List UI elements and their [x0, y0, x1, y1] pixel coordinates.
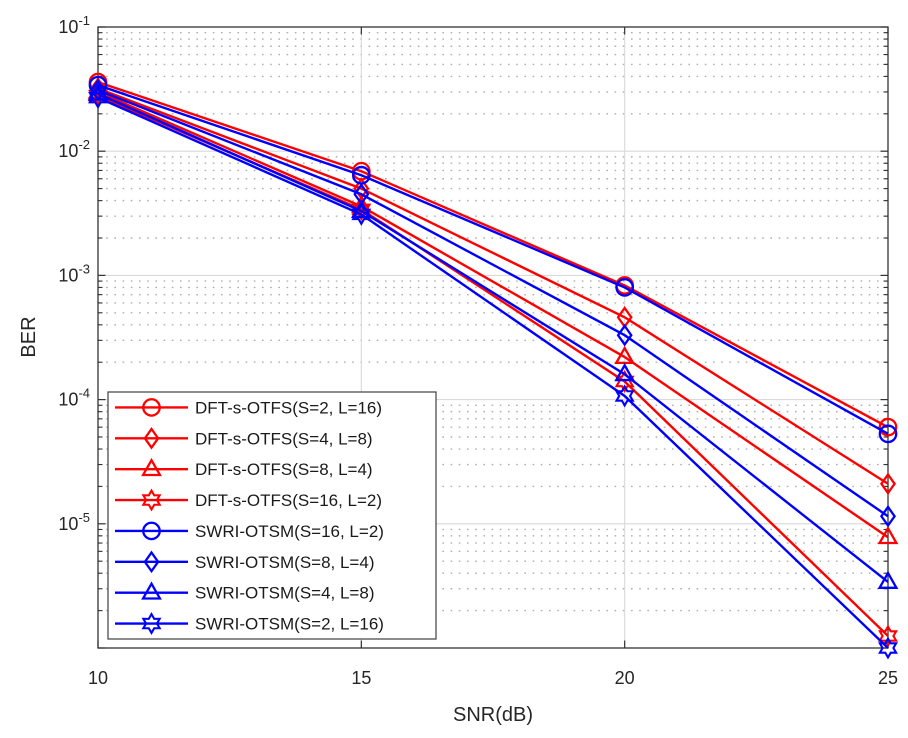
circle-marker	[878, 417, 898, 437]
circle-marker	[88, 75, 108, 95]
x-axis-label: SNR(dB)	[453, 704, 533, 726]
triangle-marker	[877, 525, 899, 545]
series-line	[97, 90, 889, 539]
circle-marker	[615, 278, 635, 297]
triangle-marker	[877, 570, 899, 589]
legend-entry: SWRI-OTSM(S=2, L=16)	[115, 612, 384, 636]
hexagram-marker	[614, 369, 635, 393]
legend-entry: DFT-s-OTFS(S=4, L=8)	[115, 427, 373, 450]
diamond-marker	[879, 504, 897, 528]
series-line	[97, 92, 889, 583]
legend-label: SWRI-OTSM(S=8, L=4)	[195, 553, 374, 572]
diamond-marker	[616, 323, 633, 347]
y-tick-label: 10-1	[58, 13, 90, 37]
legend-label: DFT-s-OTFS(S=4, L=8)	[195, 429, 373, 448]
legend-label: DFT-s-OTFS(S=2, L=16)	[195, 398, 382, 417]
series-layer	[87, 72, 899, 660]
plot-box-layer	[97, 26, 889, 649]
y-tick-label: 10-5	[58, 510, 90, 534]
legend-label: DFT-s-OTFS(S=16, L=2)	[195, 491, 382, 510]
legend-entry: SWRI-OTSM(S=16, L=2)	[115, 521, 384, 541]
legend-label: SWRI-OTSM(S=16, L=2)	[195, 522, 384, 541]
legend-entry: SWRI-OTSM(S=8, L=4)	[115, 550, 374, 574]
tick-label-layer: 10 15 20 25 10-1 10-2 10-3 10-4 10-5	[58, 13, 898, 688]
legend-triangle-marker	[141, 457, 162, 477]
hexagram-marker	[88, 86, 108, 110]
legend-label: SWRI-OTSM(S=4, L=8)	[195, 584, 374, 603]
x-tick-label: 10	[88, 668, 108, 688]
y-tick-label: 10-2	[58, 137, 90, 161]
x-tick-label: 15	[351, 668, 371, 688]
triangle-marker	[614, 362, 636, 382]
series-circle-blue	[88, 75, 898, 444]
diamond-marker	[879, 472, 897, 496]
legend-label: SWRI-OTSM(S=2, L=16)	[195, 615, 384, 634]
legend-label: DFT-s-OTFS(S=8, L=4)	[195, 460, 373, 479]
legend-hexagram-marker	[141, 488, 162, 512]
series-hexagram-blue	[88, 86, 898, 660]
legend-entry: DFT-s-OTFS(S=8, L=4)	[115, 457, 373, 479]
legend-circle-marker	[142, 398, 161, 417]
hexagram-marker	[351, 197, 372, 221]
y-axis-label: BER	[18, 316, 40, 357]
x-tick-label: 20	[615, 668, 635, 688]
series-line	[97, 80, 889, 429]
series-line	[97, 89, 889, 518]
circle-marker	[878, 424, 898, 444]
plot-box	[97, 26, 889, 649]
hexagram-marker	[351, 202, 372, 226]
hexagram-marker	[614, 384, 635, 408]
legend-hexagram-marker	[141, 612, 162, 636]
y-tick-label: 10-3	[58, 261, 90, 285]
triangle-marker	[614, 345, 636, 365]
legend-entry: SWRI-OTSM(S=4, L=8)	[115, 581, 374, 603]
legend-triangle-marker	[141, 581, 162, 600]
series-line	[97, 87, 889, 485]
legend-entry: DFT-s-OTFS(S=16, L=2)	[115, 488, 382, 512]
legend-diamond-marker	[143, 550, 160, 574]
series-line	[97, 96, 889, 649]
y-tick-label: 10-4	[58, 386, 90, 410]
hexagram-marker	[878, 624, 898, 648]
legend-diamond-marker	[143, 427, 160, 450]
hexagram-marker	[878, 636, 898, 660]
legend-box	[107, 391, 437, 640]
legend: DFT-s-OTFS(S=2, L=16) DFT-s-OTFS(S=4, L=8…	[107, 391, 437, 640]
legend-entry: DFT-s-OTFS(S=2, L=16)	[115, 398, 382, 417]
series-circle-red	[88, 72, 898, 437]
series-line	[97, 84, 889, 435]
legend-circle-marker	[142, 521, 161, 541]
x-tick-label: 25	[878, 668, 898, 688]
